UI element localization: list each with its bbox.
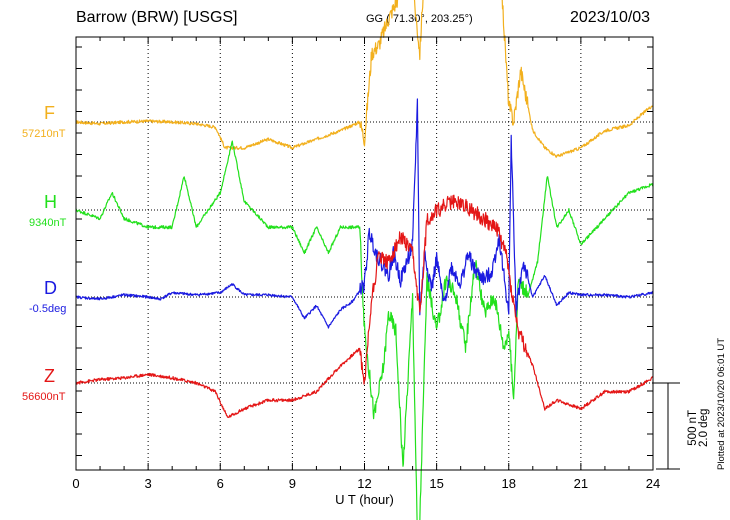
scale-bar	[653, 382, 680, 470]
series-baseline-H: 9340nT	[29, 217, 67, 229]
series-label-D: D	[44, 278, 57, 298]
x-tick-label-15: 15	[429, 476, 443, 491]
series-lines	[75, 0, 654, 520]
series-label-H: H	[44, 192, 57, 212]
scale-label-deg: 2.0 deg	[698, 408, 710, 447]
chart-coordinates: GG ( 71.30°, 203.25°)	[366, 13, 473, 25]
scale-label: 500 nT 2.0 deg	[687, 408, 710, 447]
series-line-H	[75, 140, 654, 520]
series-baseline-Z: 56600nT	[22, 391, 66, 403]
axes: 0 3 6 9 12 15 18 21 24 U T (hour)	[72, 36, 660, 507]
x-tick-label-12: 12	[357, 476, 371, 491]
x-tick-label-0: 0	[72, 476, 79, 491]
x-tick-label-9: 9	[289, 476, 296, 491]
series-label-F: F	[44, 103, 55, 123]
x-tick-label-18: 18	[502, 476, 516, 491]
grid	[147, 37, 582, 470]
series-baseline-D: -0.5deg	[29, 303, 67, 315]
x-tick-label-6: 6	[217, 476, 224, 491]
x-axis-label: U T (hour)	[335, 492, 394, 507]
chart-title: Barrow (BRW) [USGS]	[76, 9, 238, 26]
x-tick-label-3: 3	[145, 476, 152, 491]
series-line-Z	[75, 194, 654, 419]
x-tick-label-21: 21	[574, 476, 588, 491]
chart-date: 2023/10/03	[570, 9, 651, 26]
series-line-D	[75, 98, 654, 329]
series-baseline-F: 57210nT	[22, 128, 66, 140]
series-line-F	[75, 0, 654, 158]
plotted-timestamp: Plotted at 2023/10/20 06:01 UT	[716, 337, 727, 470]
x-tick-label-24: 24	[646, 476, 660, 491]
series-label-Z: Z	[44, 366, 55, 386]
